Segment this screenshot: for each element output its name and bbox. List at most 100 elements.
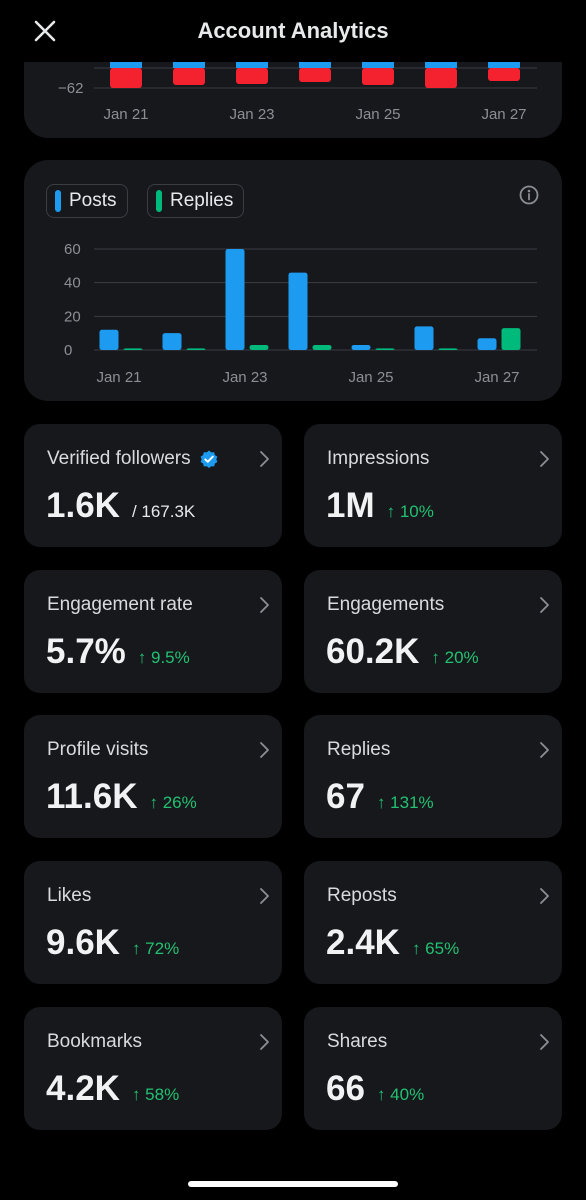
info-icon[interactable] xyxy=(518,184,540,206)
replies-bar-jan-21 xyxy=(123,348,143,350)
top-chart-bar-positive xyxy=(110,62,142,68)
stat-change: ↑ 26% xyxy=(149,793,197,812)
stat-label-text: Engagement rate xyxy=(47,594,193,615)
stat-value-row: 9.6K ↑ 72% xyxy=(46,923,179,963)
chevron-right-icon xyxy=(260,451,269,467)
stat-card-profile-visits[interactable]: Profile visits 11.6K ↑ 26% xyxy=(24,715,282,838)
stat-card-likes[interactable]: Likes 9.6K ↑ 72% xyxy=(24,861,282,984)
stat-label-text: Bookmarks xyxy=(47,1031,143,1052)
top-chart-bar-negative xyxy=(488,68,520,81)
y-tick-label: −62 xyxy=(58,80,83,97)
chevron-right-icon xyxy=(260,888,269,904)
stat-label: Verified followers xyxy=(47,448,219,470)
stat-card-verified-followers[interactable]: Verified followers 1.6K / 167.3K xyxy=(24,424,282,547)
stat-card-shares[interactable]: Shares 66 ↑ 40% xyxy=(304,1007,562,1130)
chevron-right-icon xyxy=(260,597,269,613)
stat-label: Replies xyxy=(327,739,390,761)
stat-value-row: 5.7% ↑ 9.5% xyxy=(46,632,190,672)
posts-bar-jan-25 xyxy=(351,344,371,350)
stat-change: ↑ 72% xyxy=(131,939,180,958)
legend-replies[interactable]: Replies xyxy=(147,184,245,218)
x-tick-label: Jan 27 xyxy=(474,369,519,386)
posts-bar-jan-23 xyxy=(225,249,245,350)
top-chart-bar-negative xyxy=(362,68,394,85)
stat-value: 60.2K xyxy=(326,632,420,671)
stat-value-row: 66 ↑ 40% xyxy=(326,1069,424,1109)
stat-label: Shares xyxy=(327,1031,387,1053)
stat-label-text: Engagements xyxy=(327,594,445,615)
replies-bar-jan-27 xyxy=(501,328,521,350)
stat-change: ↑ 58% xyxy=(131,1085,180,1104)
stat-change: ↑ 40% xyxy=(376,1085,425,1104)
stat-value-row: 67 ↑ 131% xyxy=(326,777,434,817)
stat-card-impressions[interactable]: Impressions 1M ↑ 10% xyxy=(304,424,562,547)
stat-value-row: 11.6K ↑ 26% xyxy=(46,777,197,817)
stat-value: 66 xyxy=(326,1069,365,1108)
stat-card-engagement-rate[interactable]: Engagement rate 5.7% ↑ 9.5% xyxy=(24,570,282,693)
stat-card-engagements[interactable]: Engagements 60.2K ↑ 20% xyxy=(304,570,562,693)
x-tick-label: Jan 25 xyxy=(355,106,400,123)
chevron-right-icon xyxy=(260,742,269,758)
replies-bar-jan-24 xyxy=(312,344,332,350)
stat-label: Engagements xyxy=(327,594,444,616)
x-tick-label: Jan 25 xyxy=(348,369,393,386)
replies-bar-jan-25 xyxy=(375,348,395,350)
y-tick-label: 60 xyxy=(64,241,81,258)
stat-card-reposts[interactable]: Reposts 2.4K ↑ 65% xyxy=(304,861,562,984)
chevron-right-icon xyxy=(540,742,549,758)
stat-label: Profile visits xyxy=(47,739,148,761)
x-tick-label: Jan 23 xyxy=(222,369,267,386)
stat-value: 1.6K xyxy=(46,486,120,525)
stat-change: ↑ 9.5% xyxy=(137,648,190,667)
posts-bar-jan-24 xyxy=(288,272,308,350)
stat-change: ↑ 10% xyxy=(386,502,434,521)
top-chart-bar-positive xyxy=(488,62,520,68)
top-chart-bar-negative xyxy=(110,68,142,88)
top-chart-bar-positive xyxy=(173,62,205,68)
stat-change: ↑ 65% xyxy=(411,939,460,958)
stat-card-replies[interactable]: Replies 67 ↑ 131% xyxy=(304,715,562,838)
stat-label: Bookmarks xyxy=(47,1031,142,1053)
legend-label: Replies xyxy=(170,190,234,211)
stat-label-text: Reposts xyxy=(327,885,397,906)
chevron-right-icon xyxy=(540,451,549,467)
stat-change: ↑ 20% xyxy=(431,648,479,667)
home-indicator xyxy=(188,1181,398,1187)
y-tick-label: 40 xyxy=(64,275,81,292)
stat-value: 4.2K xyxy=(46,1069,120,1108)
chevron-right-icon xyxy=(540,888,549,904)
stat-value-row: 1.6K / 167.3K xyxy=(46,486,195,526)
legend-posts[interactable]: Posts xyxy=(46,184,128,218)
stat-label-text: Replies xyxy=(327,739,391,760)
replies-bar-jan-26 xyxy=(438,348,458,350)
stat-label-text: Impressions xyxy=(327,448,430,469)
chevron-right-icon xyxy=(540,597,549,613)
posts-bar-jan-22 xyxy=(162,333,182,350)
y-tick-label: 20 xyxy=(64,308,81,325)
top-chart-bar-positive xyxy=(236,62,268,68)
posts-replies-chart-card: Posts Replies 0 20 40 60 Jan 21 Jan 23 Jan 25 J… xyxy=(24,160,562,401)
posts-bar-jan-21 xyxy=(99,329,119,350)
stat-value: 67 xyxy=(326,777,365,816)
stat-value: 9.6K xyxy=(46,923,120,962)
close-icon[interactable] xyxy=(30,16,60,46)
replies-bar-jan-22 xyxy=(186,348,206,350)
stat-label-text: Profile visits xyxy=(47,739,149,760)
stat-label: Reposts xyxy=(327,885,397,907)
stat-value: 5.7% xyxy=(46,632,126,671)
stat-card-bookmarks[interactable]: Bookmarks 4.2K ↑ 58% xyxy=(24,1007,282,1130)
stat-label-text: Likes xyxy=(47,885,92,906)
stat-value-row: 2.4K ↑ 65% xyxy=(326,923,459,963)
stat-total: / 167.3K xyxy=(131,502,196,521)
stat-label: Engagement rate xyxy=(47,594,193,616)
top-chart-bar-positive xyxy=(299,62,331,68)
stat-label-text: Verified followers xyxy=(47,448,191,469)
top-chart-bar-positive xyxy=(425,62,457,68)
header-bar: Account Analytics xyxy=(0,0,586,62)
stat-value-row: 60.2K ↑ 20% xyxy=(326,632,479,672)
replies-swatch xyxy=(156,190,162,212)
stat-label-text: Shares xyxy=(327,1031,388,1052)
stat-value: 2.4K xyxy=(326,923,400,962)
stat-change: ↑ 131% xyxy=(376,793,434,812)
page-title: Account Analytics xyxy=(197,18,389,43)
